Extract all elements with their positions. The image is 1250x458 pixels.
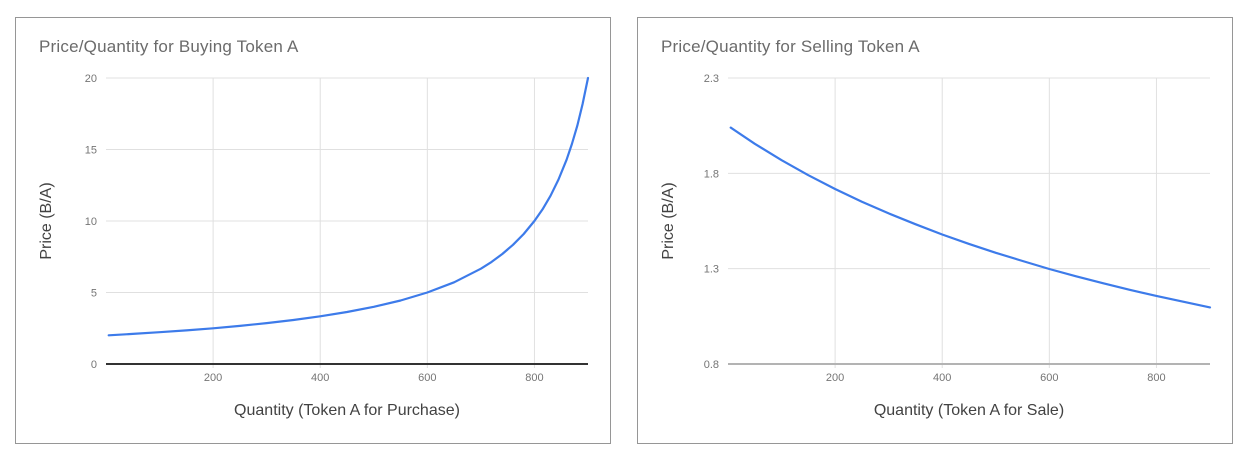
y-tick-label: 1.3 [704,264,719,276]
buying-chart-card: 200 400 600 800 0 5 10 15 20 Price/Quantity for … [15,17,611,444]
x-tick-label: 800 [525,372,543,384]
y-tick-label: 0 [91,359,97,371]
x-tick-label: 600 [1040,372,1058,384]
y-tick-label: 5 [91,288,97,300]
buying-y-axis-title: Price (B/A) [38,182,55,260]
buying-chart-title: Price/Quantity for Buying Token A [39,37,299,56]
buying-chart-canvas: 200 400 600 800 0 5 10 15 20 [85,73,590,384]
y-tick-label: 0.8 [704,359,719,371]
selling-x-axis-title: Quantity (Token A for Sale) [873,402,1065,419]
x-tick-label: 800 [1147,372,1165,384]
price-curve [107,76,590,337]
y-tick-label: 1.8 [704,168,719,180]
x-tick-label: 200 [204,372,222,384]
selling-y-axis-title: Price (B/A) [660,182,677,260]
y-tick-label: 15 [85,145,97,157]
selling-chart-canvas: 200 400 600 800 0.8 1.3 1.8 2.3 [704,73,1212,384]
y-tick-label: 10 [85,216,97,228]
x-tick-label: 600 [418,372,436,384]
selling-chart-title: Price/Quantity for Selling Token A [661,37,920,56]
buying-x-axis-title: Quantity (Token A for Purchase) [234,402,460,419]
y-tick-label: 2.3 [704,73,719,85]
price-curve [729,126,1212,309]
selling-chart-card: 200 400 600 800 0.8 1.3 1.8 2.3 Price/Quantity … [637,17,1233,444]
x-tick-label: 200 [826,372,844,384]
x-tick-label: 400 [933,372,951,384]
x-tick-label: 400 [311,372,329,384]
y-tick-label: 20 [85,73,97,85]
